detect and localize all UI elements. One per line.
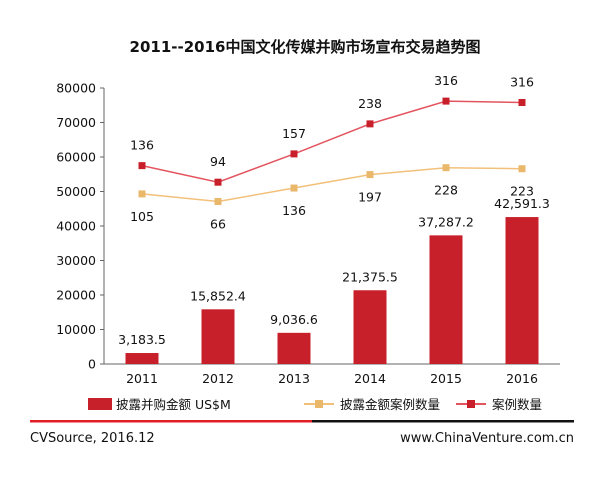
bar-value-label: 42,591.3: [494, 196, 550, 211]
x-tick-label: 2015: [430, 371, 462, 386]
bar-value-label: 15,852.4: [190, 288, 246, 303]
y-tick-label: 70000: [56, 115, 96, 130]
line-count-label: 136: [130, 138, 154, 153]
legend-label-bar: 披露并购金额 US$M: [116, 397, 231, 412]
y-tick-label: 0: [88, 357, 96, 372]
series-marker: [214, 178, 222, 186]
footer-rule-red: [30, 420, 312, 423]
x-tick-label: 2011: [126, 371, 158, 386]
legend: 披露并购金额 US$M 披露金额案例数量 案例数量: [88, 397, 542, 412]
legend-marker-disclosed-count: [315, 400, 323, 408]
y-tick-label: 40000: [56, 219, 96, 234]
y-tick-label: 20000: [56, 288, 96, 303]
line-count-label: 228: [434, 183, 458, 198]
line-count-label: 316: [510, 74, 534, 89]
legend-label-disclosed-count: 披露金额案例数量: [340, 397, 440, 412]
line-count-label: 105: [130, 209, 154, 224]
x-tick-label: 2013: [278, 371, 310, 386]
x-tick-label: 2012: [202, 371, 234, 386]
x-tick-label: 2016: [506, 371, 538, 386]
line-count-label: 238: [358, 96, 382, 111]
bar: [125, 353, 159, 364]
axes: 0 10000 20000 30000 40000 50000 60000 70000 8000…: [56, 81, 560, 386]
legend-label-case-count: 案例数量: [492, 397, 542, 412]
line-count-label: 223: [510, 184, 534, 199]
bar: [353, 290, 387, 364]
y-tick-label: 80000: [56, 81, 96, 96]
series-marker: [138, 190, 146, 198]
series-marker: [442, 164, 450, 172]
series-marker: [366, 171, 374, 179]
legend-marker-case-count: [467, 400, 475, 408]
series-marker: [214, 198, 222, 206]
line-count-label: 136: [282, 203, 306, 218]
series-marker: [290, 150, 298, 158]
series-marker: [290, 184, 298, 192]
bar: [201, 309, 235, 364]
footer-rule-black: [312, 420, 574, 423]
series-line: [141, 100, 523, 183]
series-marker: [518, 98, 526, 106]
bar-value-label: 37,287.2: [418, 214, 474, 229]
x-tick-label: 2014: [354, 371, 386, 386]
line-count-label: 94: [210, 154, 226, 169]
website-text: www.ChinaVenture.com.cn: [400, 431, 574, 446]
bar-value-label: 9,036.6: [270, 312, 318, 327]
bar-series: [125, 217, 539, 364]
y-tick-label: 30000: [56, 253, 96, 268]
data-labels: 3,183.5 15,852.4 9,036.6 21,375.5 37,287.2 42…: [118, 73, 550, 347]
series-marker: [442, 97, 450, 105]
legend-swatch-bar: [88, 398, 112, 410]
footer: CVSource, 2016.12 www.ChinaVenture.com.c…: [30, 420, 574, 446]
series-marker: [138, 162, 146, 170]
series-line: [141, 166, 523, 203]
series-marker: [366, 120, 374, 128]
bar: [277, 332, 311, 364]
chart-title: 2011--2016中国文化传媒并购市场宣布交易趋势图: [130, 38, 481, 56]
y-tick-label: 50000: [56, 184, 96, 199]
bar-value-label: 21,375.5: [342, 269, 398, 284]
line-count-label: 157: [282, 126, 306, 141]
line-count-label: 316: [434, 73, 458, 88]
y-tick-label: 60000: [56, 150, 96, 165]
source-text: CVSource, 2016.12: [30, 431, 155, 446]
series-marker: [518, 165, 526, 173]
bar: [505, 217, 539, 364]
y-tick-label: 10000: [56, 322, 96, 337]
bar-value-label: 3,183.5: [118, 332, 166, 347]
line-series: [138, 97, 526, 206]
line-count-label: 197: [358, 190, 382, 205]
line-count-label: 66: [210, 217, 226, 232]
bar: [429, 235, 463, 364]
